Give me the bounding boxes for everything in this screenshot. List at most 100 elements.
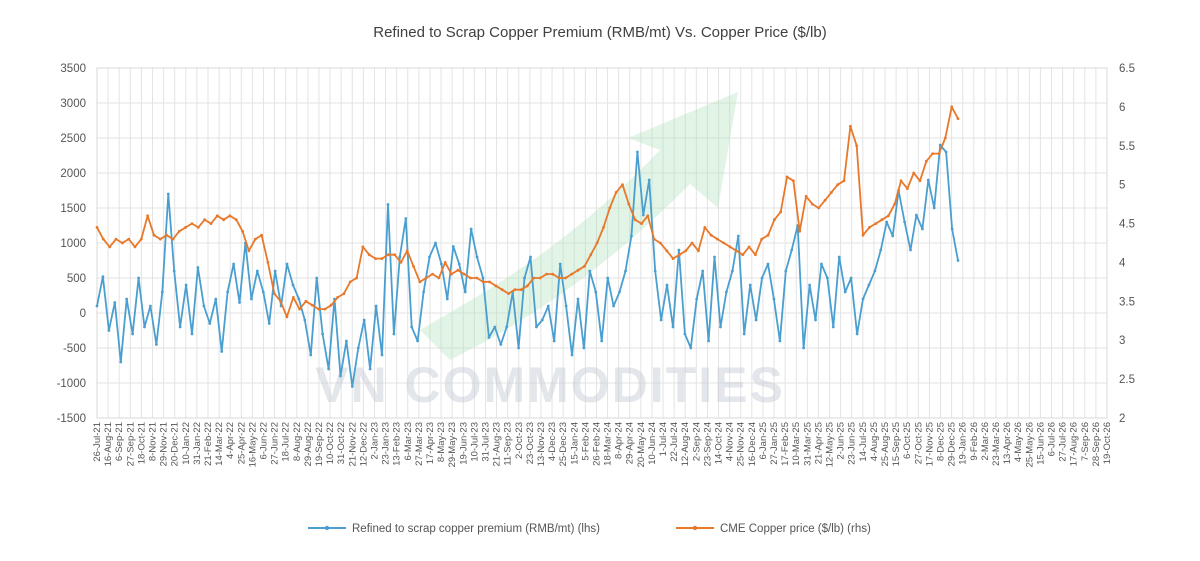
data-point-price — [861, 233, 865, 237]
data-point-price — [481, 280, 485, 284]
x-axis-tick-label: 27-Jul-26 — [1058, 422, 1069, 462]
data-point-price — [437, 276, 441, 280]
data-point-price — [462, 272, 466, 276]
left-axis-tick-label: 3000 — [60, 98, 86, 110]
data-point-price — [500, 288, 504, 292]
data-point-price — [532, 276, 536, 280]
data-point-premium — [766, 262, 770, 266]
data-point-price — [291, 296, 295, 299]
data-point-price — [551, 272, 555, 276]
data-point-price — [659, 241, 662, 245]
x-axis-tick-label: 8-May-23 — [436, 422, 447, 462]
x-axis-tick-label: 4-Aug-25 — [869, 422, 880, 461]
x-axis-tick-label: 15-Jan-24 — [569, 422, 580, 465]
x-axis-tick-label: 12-May-25 — [825, 422, 836, 467]
data-point-price — [956, 117, 960, 120]
data-point-price — [912, 171, 916, 175]
x-axis-tick-label: 20-May-24 — [636, 422, 647, 467]
data-point-premium — [451, 245, 455, 248]
data-point-premium — [190, 332, 194, 336]
x-axis-tick-label: 29-May-23 — [447, 422, 458, 467]
x-axis-tick-label: 29-Nov-21 — [159, 422, 170, 466]
data-point-price — [538, 276, 542, 280]
data-point-premium — [867, 283, 871, 287]
data-point-premium — [529, 255, 532, 259]
data-point-price — [937, 152, 941, 156]
data-point-price — [367, 253, 371, 257]
data-point-premium — [760, 276, 764, 280]
x-axis-tick-label: 20-Dec-21 — [170, 422, 181, 466]
data-point-price — [804, 194, 808, 198]
data-point-premium — [178, 325, 182, 329]
x-axis-tick-label: 25-Aug-25 — [880, 422, 891, 466]
data-point-premium — [754, 318, 758, 322]
data-point-price — [355, 276, 358, 280]
data-point-price — [589, 253, 593, 257]
data-point-price — [747, 245, 751, 249]
data-point-premium — [546, 304, 550, 308]
x-axis-tick-label: 2-Sep-24 — [691, 422, 702, 461]
data-point-premium — [238, 301, 241, 304]
x-axis-tick-label: 14-Mar-22 — [214, 422, 225, 466]
data-point-price — [456, 268, 460, 272]
data-point-price — [583, 264, 586, 268]
data-point-price — [266, 261, 270, 264]
data-point-premium — [137, 276, 141, 280]
right-axis-tick-label: 3.5 — [1119, 296, 1135, 308]
data-point-premium — [552, 339, 556, 343]
data-point-price — [678, 253, 681, 257]
x-axis-tick-label: 10-Jun-24 — [647, 422, 658, 465]
data-point-price — [152, 233, 156, 237]
data-point-price — [924, 159, 928, 163]
data-point-price — [931, 152, 935, 156]
data-point-price — [576, 268, 580, 272]
data-point-price — [114, 237, 118, 241]
data-point-premium — [125, 297, 129, 301]
left-axis-tick-label: 2000 — [60, 168, 86, 180]
data-point-price — [564, 276, 567, 280]
watermark-arrow-icon — [420, 92, 738, 360]
data-point-premium — [778, 339, 782, 343]
data-point-premium — [160, 290, 164, 294]
x-axis-tick-label: 22-Jul-24 — [669, 422, 680, 462]
data-point-price — [108, 245, 112, 249]
x-axis-tick-label: 27-Sep-21 — [125, 422, 136, 466]
grid-lines — [96, 67, 1108, 419]
data-point-premium — [606, 276, 610, 280]
data-point-premium — [481, 276, 485, 280]
data-point-price — [709, 233, 713, 237]
data-point-price — [380, 257, 384, 260]
data-point-premium — [719, 325, 722, 329]
legend-marker-price-dot — [692, 525, 698, 531]
right-y-axis: 2 2.5 3 3.5 4 4.5 5 5.5 6 6.5 — [1119, 63, 1135, 425]
data-point-premium — [297, 297, 301, 301]
x-axis-tick-label: 27-Oct-25 — [913, 422, 924, 464]
left-axis-tick-label: 1500 — [60, 203, 86, 215]
data-point-price — [570, 272, 574, 276]
data-point-price — [627, 202, 631, 206]
data-point-price — [228, 214, 232, 218]
data-point-premium — [339, 374, 342, 378]
data-point-price — [735, 249, 738, 253]
data-point-price — [139, 237, 143, 241]
data-point-premium — [475, 255, 479, 259]
data-point-price — [234, 218, 238, 222]
data-point-price — [418, 280, 422, 284]
data-point-premium — [345, 339, 348, 343]
data-point-premium — [107, 329, 111, 332]
data-point-premium — [445, 297, 449, 301]
data-point-price — [855, 144, 859, 148]
data-point-premium — [291, 283, 295, 287]
data-point-price — [279, 299, 282, 303]
data-point-premium — [956, 259, 960, 262]
x-axis-tick-label: 6-Mar-23 — [403, 422, 414, 461]
data-point-price — [823, 198, 827, 202]
data-point-price — [842, 179, 846, 183]
x-axis-tick-label: 6-Jul-26 — [1047, 422, 1058, 456]
data-point-premium — [499, 343, 503, 346]
data-point-price — [943, 136, 947, 140]
x-axis-tick-label: 8-Dec-25 — [936, 422, 947, 461]
data-point-premium — [784, 269, 788, 273]
data-point-premium — [404, 217, 408, 220]
data-point-price — [728, 245, 732, 249]
